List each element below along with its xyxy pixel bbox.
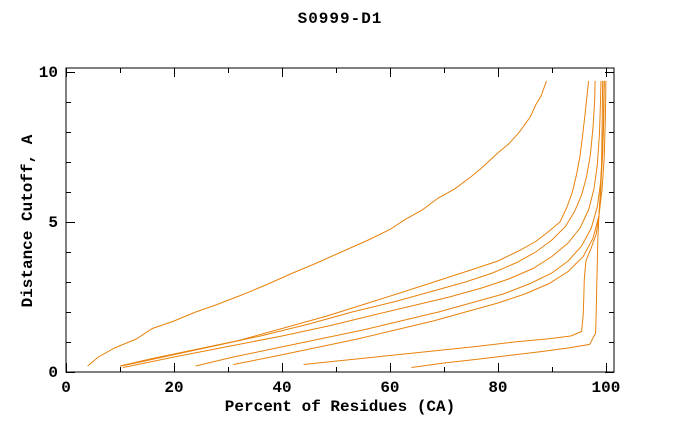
chart-title: S0999-D1	[297, 10, 383, 28]
axis-frame	[65, 67, 615, 373]
series-curve-3	[121, 80, 596, 367]
series-curve-4	[123, 80, 602, 368]
series-curve-1	[87, 80, 547, 367]
y-tick-label: 5	[48, 214, 58, 232]
x-tick-label: 60	[380, 379, 399, 397]
series-curve-2	[119, 80, 590, 367]
y-tick-label: 0	[48, 364, 58, 382]
y-tick-label: 10	[39, 64, 58, 82]
x-axis-label: Percent of Residues (CA)	[224, 398, 456, 416]
series-curve-8	[411, 80, 605, 368]
x-tick-label: 40	[272, 379, 291, 397]
x-tick-label: 100	[591, 379, 620, 397]
x-tick-label: 80	[488, 379, 507, 397]
x-tick-label: 0	[61, 379, 71, 397]
x-tick-label: 20	[164, 379, 183, 397]
series-curve-6	[233, 80, 607, 365]
series-curve-7	[303, 80, 604, 365]
